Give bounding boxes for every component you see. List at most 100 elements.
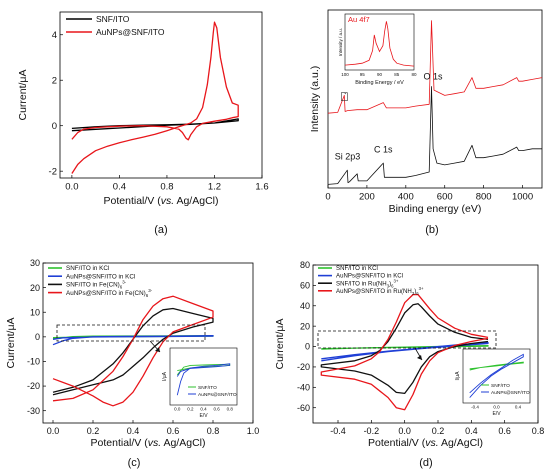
x-axis-tick-label: 800 [476,192,492,203]
panel-label: (d) [419,457,432,469]
x-axis-label: Potential/V (vs. Ag/AgCl) [368,437,483,449]
x-axis-tick-label: 1.2 [208,182,221,193]
x-axis-tick-label: 0.6 [498,426,511,436]
peak-annotation: O 1s [424,71,444,81]
legend-entry: AuNPs@SNF/ITO [96,27,165,37]
x-axis-tick-label: 0.0 [398,426,411,436]
zoom-connector [344,92,347,95]
inset-frame [344,13,415,71]
inset-y-label: I/μA [455,371,461,381]
inset-tick-label: 90 [377,72,383,77]
x-axis-tick-label: 0.8 [207,426,220,436]
chart-d: -0.4 -0.2 0.0 0.2 0.4 0.6 0.8 -60 -40 -20 0 20 40 60 8… [274,260,544,469]
x-axis-tick-label: 1000 [512,192,533,203]
y-axis-tick-label: 0 [52,121,57,132]
chart-a: 0.0 0.4 0.8 1.2 1.6 -2 0 2 4 Potential/V (vs. Ag/… [17,11,269,236]
inset-x-label: Binding Energy / eV [355,80,404,86]
series-line [321,341,489,362]
inset-tick-label: 80 [411,72,417,77]
x-axis-tick-label: 0.2 [87,426,100,436]
inset-tick-label: 0.6 [213,407,220,412]
x-axis-tick-label: 0 [325,192,330,203]
x-axis-tick-label: 1.0 [247,426,260,436]
x-axis-label-part: Ag/AgCl) [439,437,483,449]
y-axis-tick-label: 30 [30,258,40,268]
legend-entry: SNF/ITO in KCl [66,265,109,272]
x-axis-label-part: Potential/V ( [104,195,162,207]
legend-text-part: 6 [416,291,419,296]
legend-entry: AuNPs@SNF/ITO in KCl [336,273,403,280]
inset-series-line [176,363,231,396]
inset-x-label: E/V [492,411,501,417]
y-axis-tick-label: 4 [52,30,57,41]
x-axis-label-part: Potential/V ( [91,437,149,449]
inset-series-line [469,361,524,371]
y-axis-tick-label: 20 [30,283,40,293]
x-axis-label-part: vs. [161,195,174,207]
legend-text-part: SNF/ITO in Fe(CN) [66,282,120,289]
inset-legend-entry: SNF/ITO [198,385,217,391]
series-line [320,293,489,411]
inset-tick-label: 0.4 [515,405,522,410]
legend-text-part: AuNPs@SNF/ITO in Ru(NH [336,288,412,295]
x-axis-tick-label: 0.0 [47,426,60,436]
legend-text-part: 6 [146,293,149,298]
series-line [52,295,214,407]
inset-tick-label: 0.0 [493,405,500,410]
legend-entry: AuNPs@SNF/ITO in KCl [66,273,135,280]
x-axis-tick-label: 600 [437,192,453,203]
inset-legend-entry: AuNPs@SNF/ITO [491,390,530,396]
legend-entry: SNF/ITO [96,14,130,24]
inset-legend-entry: SNF/ITO [491,383,510,389]
x-axis-tick-label: 400 [398,192,414,203]
axes-frame [59,11,263,179]
legend-entry: AuNPs@SNF/ITO in Fe(CN)63- [66,288,153,298]
y-axis-tick-label: 10 [30,307,40,317]
legend-text-part: 3+ [419,286,424,291]
zoom-arrow-head [417,355,422,360]
legend-text-part: 3 [412,291,415,296]
x-axis-label-part: Ag/AgCl) [174,195,218,207]
series-line [71,118,239,132]
inset-series-line [469,353,524,398]
x-axis-tick-label: -0.2 [364,426,380,436]
x-axis-tick-label: 200 [359,192,375,203]
zoom-box [317,330,497,349]
series-line [52,334,214,346]
legend-text-part: 3- [122,280,126,285]
x-axis-tick-label: 0.4 [113,182,126,193]
axes-frame [42,262,254,424]
x-axis-tick-label: 0.0 [65,182,78,193]
legend-text-part: 3+ [393,278,398,283]
panel-label: (a) [154,224,167,236]
series-line [327,20,543,114]
x-axis-tick-label: 0.2 [432,426,445,436]
series-line [52,307,214,396]
legend-entry: AuNPs@SNF/ITO in Ru(NH3)63+ [336,286,424,296]
peak-annotation: C 1s [374,144,393,154]
y-axis-tick-label: 40 [300,301,310,311]
x-axis-label-part: vs. [425,437,438,449]
inset-legend-entry: AuNPs@SNF/ITO [198,392,237,398]
x-axis-label: Potential/V (vs. Ag/AgCl) [91,437,206,449]
x-axis-label-part: vs. [148,437,161,449]
panel-label: (c) [128,457,141,469]
chart-b: 0 200 400 600 800 1000 Binding energy (eV) Inte… [309,9,543,236]
zoom-arrow-head [155,347,160,352]
axes-frame [312,264,539,424]
x-axis-tick-label: 0.4 [127,426,140,436]
x-axis-label-part: Ag/AgCl) [161,437,205,449]
inset-frame [462,348,531,404]
y-axis-label: Current/μA [17,70,29,121]
x-axis-label: Potential/V (vs. Ag/AgCl) [104,195,219,207]
inset-tick-label: -0.4 [471,405,479,410]
peak-annotation: Si 2p3 [335,152,361,162]
series-line [327,86,542,185]
legend-text-part: 6 [120,285,123,290]
legend-text-part: ) [389,280,391,287]
x-axis-tick-label: 0.8 [532,426,545,436]
x-axis-label: Binding energy (eV) [389,203,482,215]
inset-series-line [344,21,415,67]
inset-y-label: I/μA [162,371,168,381]
